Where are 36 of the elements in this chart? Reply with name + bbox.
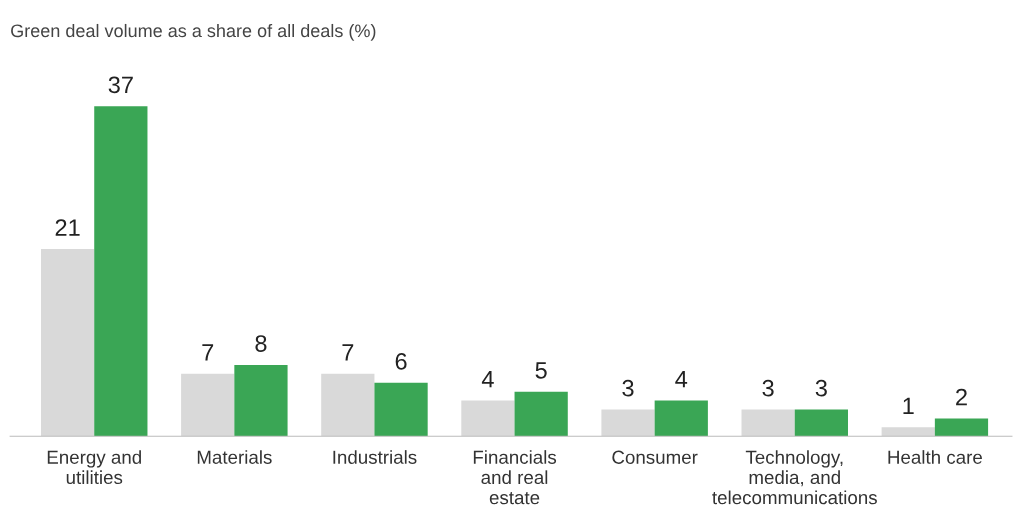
data-label: 3 [762,379,774,397]
bar [321,373,375,437]
bar [601,409,655,437]
data-label: 7 [342,344,354,361]
x-tick-label: Technology, media, and telecommunications [712,450,877,505]
data-label: 8 [255,335,267,352]
data-label: 3 [622,379,634,397]
bar [654,400,708,437]
x-tick-label: Health care [888,450,982,464]
data-label: 4 [675,371,688,388]
data-label: 3 [815,379,827,397]
x-tick-label: Materials [197,450,272,464]
bar [514,391,568,437]
x-tick-label: Consumer [612,450,698,464]
x-tick-label: Industrials [333,450,417,464]
bar [461,400,515,437]
data-label: 2 [956,388,967,406]
x-tick-label: Financials and real estate [473,450,557,505]
data-label: 1 [903,397,914,415]
bar [181,373,235,437]
data-label: 21 [55,219,80,236]
data-label: 6 [395,353,407,370]
bar [374,382,428,437]
data-label: 7 [202,344,214,361]
bar [741,409,795,437]
bar [881,427,935,437]
bar [94,106,148,437]
bar [794,409,848,437]
bar [234,364,288,437]
data-label: 5 [535,362,547,379]
chart-title: Green deal volume as a share of all deals (%) [11,23,376,41]
data-label: 37 [108,76,133,94]
x-tick-label: Energy and utilities [47,450,141,485]
bar [40,248,95,437]
bar [934,418,989,437]
data-label: 4 [481,371,494,388]
